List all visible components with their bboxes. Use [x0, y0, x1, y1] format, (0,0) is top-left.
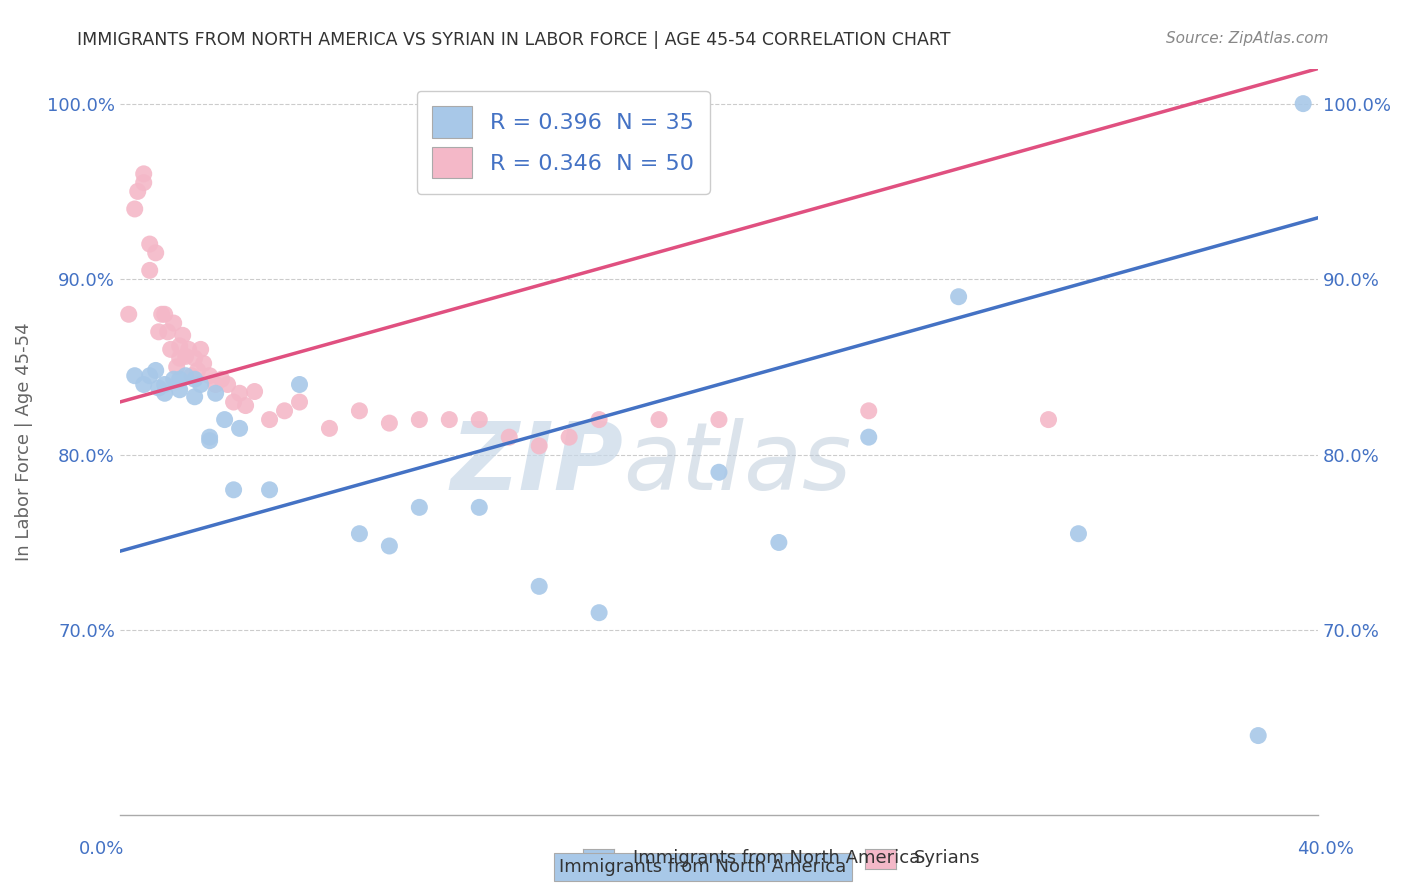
- Text: IMMIGRANTS FROM NORTH AMERICA VS SYRIAN IN LABOR FORCE | AGE 45-54 CORRELATION C: IMMIGRANTS FROM NORTH AMERICA VS SYRIAN …: [77, 31, 950, 49]
- Point: [408, 412, 430, 426]
- Point: [150, 307, 173, 321]
- Point: [169, 339, 191, 353]
- Point: [118, 307, 141, 321]
- Text: Immigrants from North America: Immigrants from North America: [633, 849, 920, 867]
- Point: [498, 430, 520, 444]
- Point: [183, 390, 205, 404]
- Point: [858, 430, 880, 444]
- Point: [222, 483, 245, 497]
- Point: [707, 412, 730, 426]
- Point: [163, 316, 186, 330]
- Text: Syrians: Syrians: [914, 849, 980, 867]
- Point: [132, 176, 155, 190]
- Point: [1292, 96, 1315, 111]
- Point: [163, 372, 186, 386]
- Text: 0.0%: 0.0%: [79, 840, 124, 858]
- Point: [190, 377, 212, 392]
- Point: [145, 245, 167, 260]
- Point: [318, 421, 340, 435]
- Point: [222, 395, 245, 409]
- Point: [948, 290, 970, 304]
- Point: [588, 606, 610, 620]
- Point: [153, 307, 176, 321]
- Point: [148, 325, 170, 339]
- Point: [468, 412, 491, 426]
- Point: [228, 421, 250, 435]
- Point: [204, 377, 226, 392]
- Text: 40.0%: 40.0%: [1298, 840, 1354, 858]
- Point: [378, 416, 401, 430]
- Point: [183, 372, 205, 386]
- Point: [588, 412, 610, 426]
- Point: [858, 404, 880, 418]
- Text: Immigrants from North America: Immigrants from North America: [560, 858, 846, 876]
- Point: [180, 368, 202, 383]
- Point: [527, 439, 550, 453]
- Point: [204, 386, 226, 401]
- Point: [198, 430, 221, 444]
- Point: [349, 526, 371, 541]
- Point: [190, 343, 212, 357]
- Point: [156, 325, 179, 339]
- Point: [169, 383, 191, 397]
- Point: [527, 579, 550, 593]
- Point: [132, 167, 155, 181]
- Point: [558, 430, 581, 444]
- Point: [124, 202, 146, 216]
- Point: [166, 359, 188, 374]
- Point: [349, 404, 371, 418]
- Point: [259, 412, 281, 426]
- Point: [1038, 412, 1060, 426]
- Point: [145, 363, 167, 377]
- Point: [174, 350, 197, 364]
- Point: [127, 185, 149, 199]
- Point: [1067, 526, 1090, 541]
- Point: [288, 395, 311, 409]
- Point: [273, 404, 295, 418]
- Point: [174, 368, 197, 383]
- Point: [172, 328, 194, 343]
- Point: [177, 343, 200, 357]
- Point: [259, 483, 281, 497]
- Point: [159, 343, 181, 357]
- Point: [217, 377, 239, 392]
- Point: [148, 381, 170, 395]
- Point: [187, 363, 209, 377]
- Point: [288, 377, 311, 392]
- Point: [198, 368, 221, 383]
- Point: [169, 351, 191, 366]
- Point: [408, 500, 430, 515]
- Text: atlas: atlas: [623, 418, 851, 509]
- Point: [211, 372, 233, 386]
- Legend: R = 0.396  N = 35, R = 0.346  N = 50: R = 0.396 N = 35, R = 0.346 N = 50: [416, 91, 710, 194]
- Point: [228, 386, 250, 401]
- Text: ZIP: ZIP: [450, 418, 623, 510]
- Text: Source: ZipAtlas.com: Source: ZipAtlas.com: [1166, 31, 1329, 46]
- Point: [198, 434, 221, 448]
- Point: [707, 465, 730, 479]
- Point: [169, 372, 191, 386]
- Point: [138, 368, 160, 383]
- Point: [138, 263, 160, 277]
- Point: [1247, 729, 1270, 743]
- Point: [468, 500, 491, 515]
- Point: [124, 368, 146, 383]
- Point: [243, 384, 266, 399]
- Point: [193, 356, 215, 370]
- Point: [183, 351, 205, 366]
- Point: [132, 377, 155, 392]
- Point: [648, 412, 671, 426]
- Point: [235, 399, 257, 413]
- Point: [768, 535, 790, 549]
- Y-axis label: In Labor Force | Age 45-54: In Labor Force | Age 45-54: [15, 322, 32, 561]
- Point: [214, 412, 236, 426]
- Point: [153, 377, 176, 392]
- Point: [138, 237, 160, 252]
- Point: [153, 386, 176, 401]
- Point: [439, 412, 461, 426]
- Point: [378, 539, 401, 553]
